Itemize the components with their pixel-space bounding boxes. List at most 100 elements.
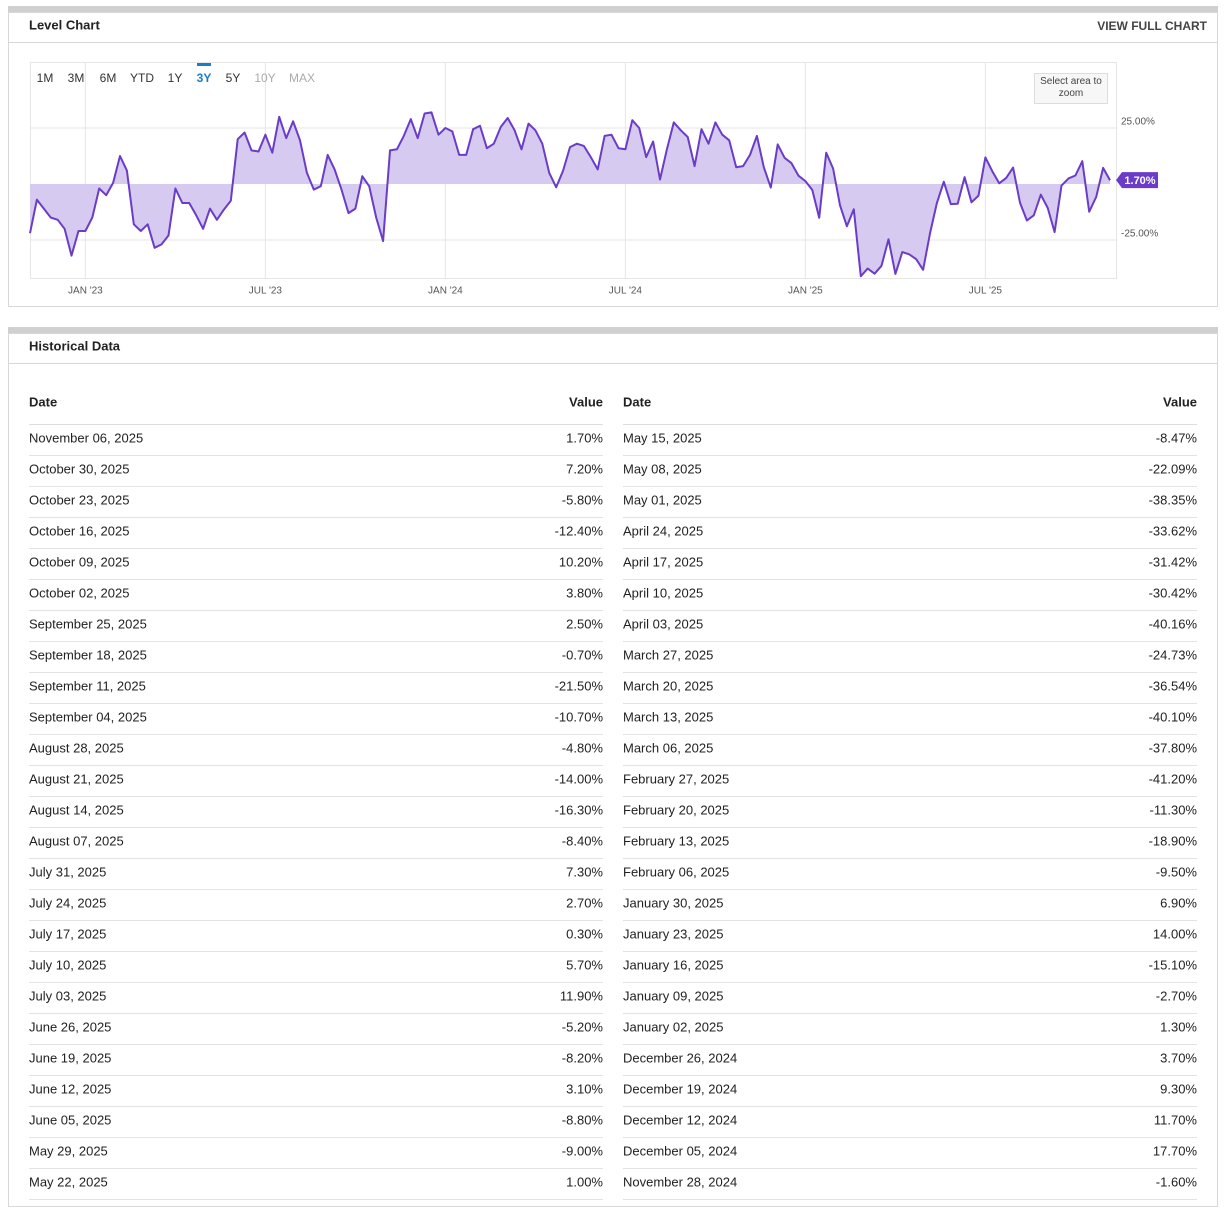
panel-top-bar xyxy=(8,6,1218,12)
range-button[interactable]: 3M xyxy=(68,71,85,85)
value-cell: 1.30% xyxy=(1160,1019,1197,1034)
range-button[interactable]: 5Y xyxy=(226,71,241,85)
date-cell: October 09, 2025 xyxy=(29,554,129,569)
date-cell: July 24, 2025 xyxy=(29,895,106,910)
range-button: 10Y xyxy=(254,71,275,85)
date-cell: April 10, 2025 xyxy=(623,585,703,600)
date-cell: December 19, 2024 xyxy=(623,1081,737,1096)
date-cell: September 04, 2025 xyxy=(29,709,147,724)
date-cell: August 28, 2025 xyxy=(29,740,124,755)
value-cell: 1.70% xyxy=(566,430,603,445)
value-cell: -15.10% xyxy=(1149,957,1198,972)
column-header: Date xyxy=(623,394,651,409)
x-tick-label: JAN '25 xyxy=(788,286,823,297)
column-header: Date xyxy=(29,394,57,409)
date-cell: October 16, 2025 xyxy=(29,523,129,538)
value-cell: 3.80% xyxy=(566,585,603,600)
value-cell: -38.35% xyxy=(1149,492,1198,507)
date-cell: February 13, 2025 xyxy=(623,833,729,848)
date-cell: January 16, 2025 xyxy=(623,957,723,972)
area xyxy=(30,112,1110,277)
value-cell: -22.09% xyxy=(1149,461,1198,476)
value-cell: -10.70% xyxy=(555,709,604,724)
range-button[interactable]: 6M xyxy=(100,71,117,85)
date-cell: January 09, 2025 xyxy=(623,988,723,1003)
date-cell: October 02, 2025 xyxy=(29,585,129,600)
x-tick-label: JUL '25 xyxy=(969,286,1003,297)
date-cell: April 17, 2025 xyxy=(623,554,703,569)
date-cell: July 17, 2025 xyxy=(29,926,106,941)
date-cell: November 06, 2025 xyxy=(29,430,143,445)
date-cell: November 28, 2024 xyxy=(623,1174,737,1189)
x-tick-label: JAN '24 xyxy=(428,286,463,297)
date-cell: October 23, 2025 xyxy=(29,492,129,507)
date-cell: May 08, 2025 xyxy=(623,461,702,476)
date-cell: February 27, 2025 xyxy=(623,771,729,786)
value-cell: -0.70% xyxy=(562,647,604,662)
y-tick-label: -25.00% xyxy=(1121,229,1158,240)
date-cell: January 30, 2025 xyxy=(623,895,723,910)
date-cell: December 05, 2024 xyxy=(623,1143,737,1158)
value-cell: 0.30% xyxy=(566,926,603,941)
range-button[interactable]: 1M xyxy=(37,71,54,85)
value-cell: 3.70% xyxy=(1160,1050,1197,1065)
range-button[interactable]: YTD xyxy=(130,71,154,85)
date-cell: September 25, 2025 xyxy=(29,616,147,631)
date-cell: September 11, 2025 xyxy=(29,678,146,693)
value-cell: 7.30% xyxy=(566,864,603,879)
panel-top-bar xyxy=(8,327,1218,333)
date-cell: April 24, 2025 xyxy=(623,523,703,538)
value-cell: -11.30% xyxy=(1150,802,1198,817)
date-cell: March 13, 2025 xyxy=(623,709,713,724)
last-value-pointer xyxy=(1116,172,1158,189)
date-cell: June 05, 2025 xyxy=(29,1112,111,1127)
date-cell: August 21, 2025 xyxy=(29,771,124,786)
date-cell: July 31, 2025 xyxy=(29,864,106,879)
value-cell: 5.70% xyxy=(566,957,603,972)
value-cell: -8.47% xyxy=(1156,430,1198,445)
date-cell: July 03, 2025 xyxy=(29,988,106,1003)
date-cell: March 06, 2025 xyxy=(623,740,713,755)
value-cell: -33.62% xyxy=(1149,523,1198,538)
value-cell: -36.54% xyxy=(1149,678,1198,693)
value-cell: 14.00% xyxy=(1153,926,1198,941)
range-button: MAX xyxy=(289,71,315,85)
date-cell: May 01, 2025 xyxy=(623,492,702,507)
date-cell: August 14, 2025 xyxy=(29,802,124,817)
x-tick-label: JUL '24 xyxy=(609,286,643,297)
value-cell: -9.00% xyxy=(562,1143,604,1158)
value-cell: 9.30% xyxy=(1160,1081,1197,1096)
panel-title: Historical Data xyxy=(29,338,121,353)
column-header: Value xyxy=(1163,394,1197,409)
date-cell: January 23, 2025 xyxy=(623,926,723,941)
date-cell: May 29, 2025 xyxy=(29,1143,108,1158)
value-cell: 11.90% xyxy=(560,988,604,1003)
view-full-chart[interactable]: VIEW FULL CHART xyxy=(1097,19,1207,33)
x-tick-label: JUL '23 xyxy=(249,286,283,297)
value-cell: -2.70% xyxy=(1156,988,1198,1003)
value-cell: 6.90% xyxy=(1160,895,1197,910)
value-cell: 2.70% xyxy=(566,895,603,910)
value-cell: -4.80% xyxy=(562,740,604,755)
range-button[interactable]: 1Y xyxy=(168,71,183,85)
date-cell: June 12, 2025 xyxy=(29,1081,111,1096)
date-cell: March 27, 2025 xyxy=(623,647,713,662)
value-cell: -40.10% xyxy=(1149,709,1198,724)
value-cell: 17.70% xyxy=(1153,1143,1198,1158)
value-cell: -18.90% xyxy=(1149,833,1198,848)
date-cell: January 02, 2025 xyxy=(623,1019,723,1034)
column-header: Value xyxy=(569,394,603,409)
date-cell: May 22, 2025 xyxy=(29,1174,108,1189)
value-cell: 2.50% xyxy=(566,616,603,631)
value-cell: 1.00% xyxy=(566,1174,603,1189)
panel-title: Level Chart xyxy=(29,17,100,32)
value-cell: -5.80% xyxy=(562,492,604,507)
x-tick-label: JAN '23 xyxy=(68,286,103,297)
value-cell: -12.40% xyxy=(555,523,604,538)
date-cell: October 30, 2025 xyxy=(29,461,129,476)
zoom-hint-wrap: Select area to zoom xyxy=(1040,76,1102,99)
value-cell: -37.80% xyxy=(1149,740,1198,755)
range-button[interactable]: 3Y xyxy=(197,71,212,85)
date-cell: May 15, 2025 xyxy=(623,430,702,445)
